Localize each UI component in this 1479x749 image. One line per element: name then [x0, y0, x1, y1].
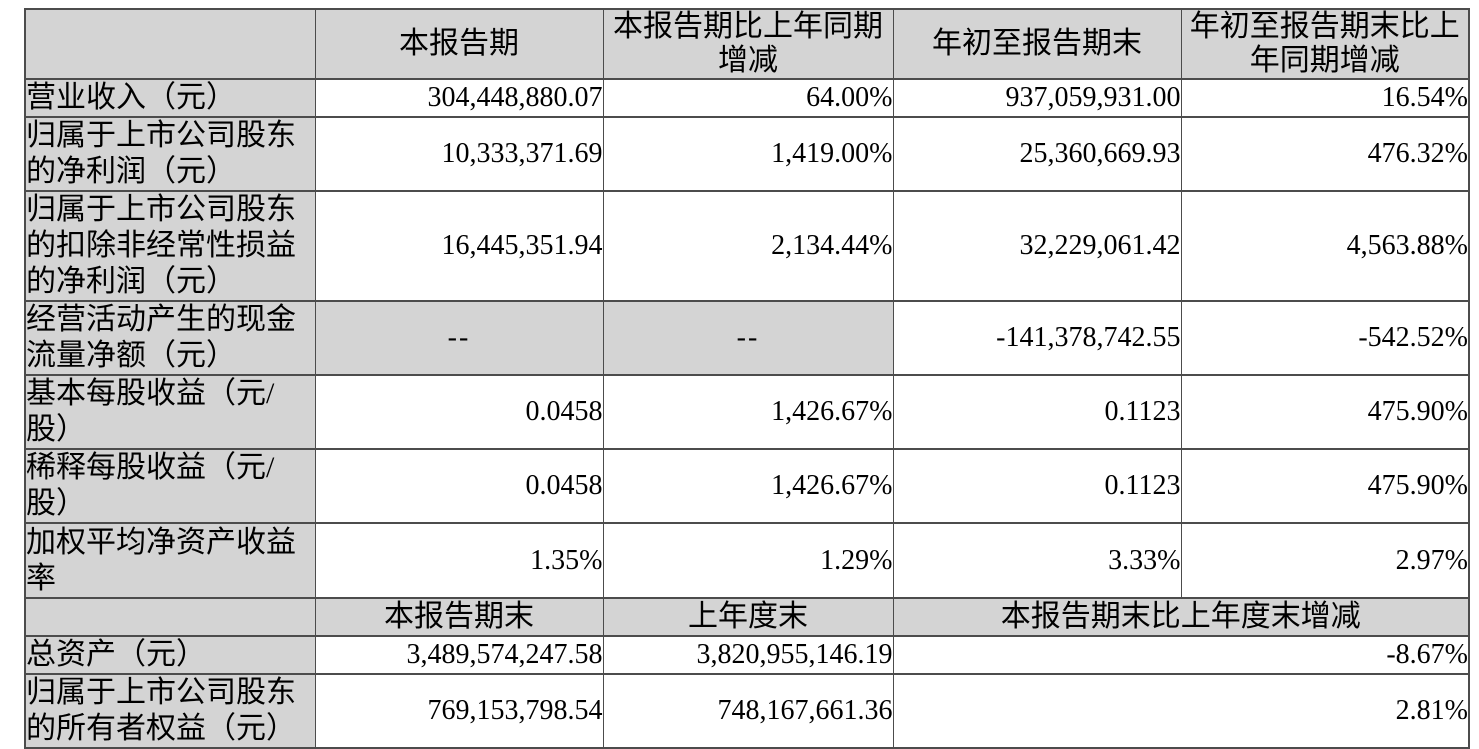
column-header-year-to-date-yoy-change: 年初至报告期末比上 年同期增减 [1180, 8, 1470, 80]
cell-value: 2.97% [1180, 522, 1470, 599]
cell-value: 1,426.67% [602, 374, 894, 450]
cell-value: 32,229,061.42 [892, 190, 1182, 302]
cell-value: 0.0458 [314, 374, 604, 450]
cell-value-empty: -- [314, 300, 604, 376]
column-header-period-vs-last-year-change: 本报告期末比上年度末增减 [892, 597, 1470, 637]
cell-value: 10,333,371.69 [314, 116, 604, 192]
row-label: 基本每股收益（元/ 股） [24, 374, 316, 450]
cell-value: 3.33% [892, 522, 1182, 599]
cell-value: 3,820,955,146.19 [602, 635, 894, 675]
row-label: 稀释每股收益（元/ 股） [24, 448, 316, 524]
cell-value: -141,378,742.55 [892, 300, 1182, 376]
cell-value: 0.0458 [314, 448, 604, 524]
cell-value: 475.90% [1180, 374, 1470, 450]
row-label: 总资产（元） [24, 635, 316, 675]
cell-value: -542.52% [1180, 300, 1470, 376]
cell-value: 748,167,661.36 [602, 673, 894, 749]
table-row-basic-eps: 基本每股收益（元/ 股） 0.0458 1,426.67% 0.1123 475… [24, 374, 1470, 450]
table-row-net-profit-excl-nonrecurring: 归属于上市公司股东 的扣除非经常性损益 的净利润（元） 16,445,351.9… [24, 190, 1470, 302]
cell-value: 0.1123 [892, 448, 1182, 524]
cell-value: 1.35% [314, 522, 604, 599]
table-row-equity-attributable-to-shareholders: 归属于上市公司股东 的所有者权益（元） 769,153,798.54 748,1… [24, 673, 1470, 749]
column-header-current-period: 本报告期 [314, 8, 604, 80]
cell-value: 25,360,669.93 [892, 116, 1182, 192]
cell-value: 2.81% [892, 673, 1470, 749]
cell-value: 475.90% [1180, 448, 1470, 524]
table-row-total-assets: 总资产（元） 3,489,574,247.58 3,820,955,146.19… [24, 635, 1470, 675]
table-row-operating-cash-flow: 经营活动产生的现金 流量净额（元） -- -- -141,378,742.55 … [24, 300, 1470, 376]
corner-blank-cell [24, 8, 316, 80]
cell-value: 64.00% [602, 78, 894, 118]
corner-blank-cell [24, 597, 316, 637]
row-label: 归属于上市公司股东 的所有者权益（元） [24, 673, 316, 749]
column-header-end-of-last-year: 上年度末 [602, 597, 894, 637]
cell-value: 937,059,931.00 [892, 78, 1182, 118]
cell-value: 1,419.00% [602, 116, 894, 192]
cell-value: 769,153,798.54 [314, 673, 604, 749]
cell-value: -8.67% [892, 635, 1470, 675]
cell-value: 16,445,351.94 [314, 190, 604, 302]
cell-value: 2,134.44% [602, 190, 894, 302]
row-label: 归属于上市公司股东 的净利润（元） [24, 116, 316, 192]
column-header-end-of-period: 本报告期末 [314, 597, 604, 637]
section1-header-row: 本报告期 本报告期比上年同期 增减 年初至报告期末 年初至报告期末比上 年同期增… [24, 8, 1470, 80]
cell-value: 1,426.67% [602, 448, 894, 524]
row-label: 经营活动产生的现金 流量净额（元） [24, 300, 316, 376]
row-label: 加权平均净资产收益 率 [24, 522, 316, 599]
table-row-net-profit: 归属于上市公司股东 的净利润（元） 10,333,371.69 1,419.00… [24, 116, 1470, 192]
key-financials-table: 本报告期 本报告期比上年同期 增减 年初至报告期末 年初至报告期末比上 年同期增… [24, 8, 1470, 749]
cell-value: 1.29% [602, 522, 894, 599]
column-header-current-period-yoy-change: 本报告期比上年同期 增减 [602, 8, 894, 80]
table-row-diluted-eps: 稀释每股收益（元/ 股） 0.0458 1,426.67% 0.1123 475… [24, 448, 1470, 524]
cell-value: 4,563.88% [1180, 190, 1470, 302]
cell-value: 476.32% [1180, 116, 1470, 192]
cell-value: 3,489,574,247.58 [314, 635, 604, 675]
cell-value-empty: -- [602, 300, 894, 376]
cell-value: 304,448,880.07 [314, 78, 604, 118]
row-label: 营业收入（元） [24, 78, 316, 118]
table-row-weighted-avg-roe: 加权平均净资产收益 率 1.35% 1.29% 3.33% 2.97% [24, 522, 1470, 599]
table-row-operating-revenue: 营业收入（元） 304,448,880.07 64.00% 937,059,93… [24, 78, 1470, 118]
cell-value: 0.1123 [892, 374, 1182, 450]
row-label: 归属于上市公司股东 的扣除非经常性损益 的净利润（元） [24, 190, 316, 302]
column-header-year-to-date: 年初至报告期末 [892, 8, 1182, 80]
cell-value: 16.54% [1180, 78, 1470, 118]
section2-header-row: 本报告期末 上年度末 本报告期末比上年度末增减 [24, 597, 1470, 637]
